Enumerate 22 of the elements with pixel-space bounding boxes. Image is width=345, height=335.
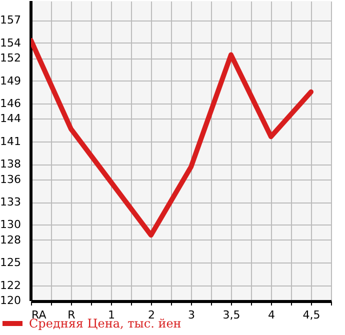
y-tick-label: 133 [0, 196, 21, 209]
y-tick-label: 146 [0, 97, 21, 110]
x-tick-label: R [68, 308, 76, 322]
x-tick-label: 3,5 [222, 308, 240, 322]
y-tick-label: 120 [0, 294, 21, 307]
x-tick-label: 4 [268, 308, 275, 322]
y-tick-label: 157 [0, 14, 21, 27]
y-tick-label: 144 [0, 112, 21, 126]
y-tick-label: 138 [0, 158, 21, 171]
y-tick-label: 141 [0, 134, 21, 148]
y-tick-label: 125 [0, 256, 21, 270]
x-tick-label: 2 [148, 308, 155, 322]
y-tick-label: 154 [0, 36, 21, 50]
y-tick-label: 128 [0, 233, 21, 246]
y-tick-label: 136 [0, 172, 21, 186]
y-tick-label: 130 [0, 218, 21, 232]
y-tick-label: 152 [0, 52, 21, 65]
x-tick-label: 1 [108, 308, 115, 322]
y-tick-label: 122 [0, 278, 21, 292]
x-tick-label: 3 [188, 308, 195, 322]
x-tick-label: 4,5 [302, 308, 320, 322]
y-tick-label: 149 [0, 74, 21, 88]
